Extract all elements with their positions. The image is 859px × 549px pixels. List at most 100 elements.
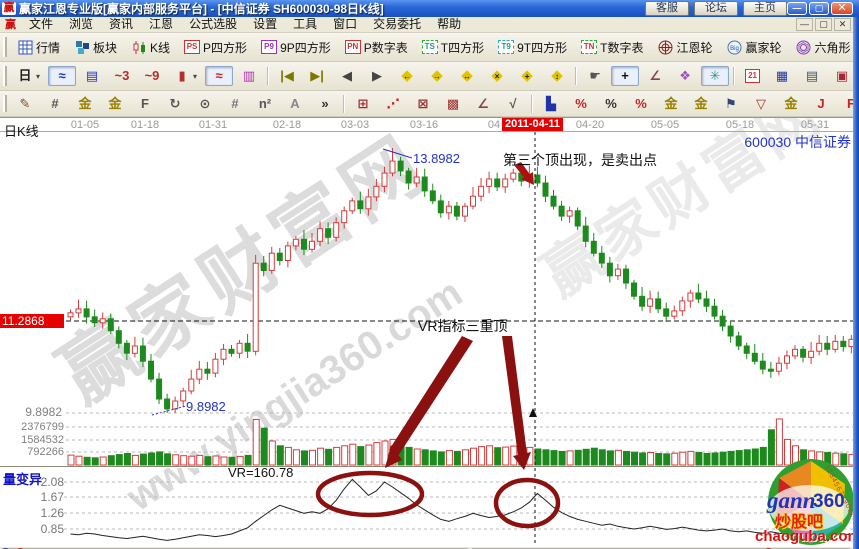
chart-area[interactable]: 赢家财富网 www.yingjia360.com 赢家财富网 日K线 01-05… <box>0 117 859 549</box>
wave-check-icon[interactable]: √ <box>499 94 527 114</box>
last-bar-icon[interactable]: ▶| <box>303 66 331 86</box>
gold-line-icon: 金 <box>694 95 708 111</box>
time-cycle-icon[interactable]: ⊙ <box>191 94 219 114</box>
close-button[interactable]: ✕ <box>831 2 853 15</box>
fan-lines-icon[interactable]: ⋰ <box>379 94 407 114</box>
zigzag-red-icon[interactable]: ≈ <box>205 66 234 86</box>
gold-grid2-icon: 金 <box>108 95 122 111</box>
p9-square-button[interactable]: P9 9P四方形 <box>255 37 337 58</box>
gann-wheel-button[interactable]: 江恩轮 <box>651 37 718 58</box>
a-line-icon[interactable]: A <box>281 94 309 114</box>
crosshair-tool-icon[interactable]: + <box>611 66 640 86</box>
first-bar-icon[interactable]: |◀ <box>273 66 301 86</box>
gold-circle-icon[interactable]: 金 <box>657 94 685 114</box>
wave-9-icon[interactable]: ~9 <box>138 66 166 86</box>
indicator-name-label[interactable]: 量变异 <box>3 472 43 487</box>
f-angle-icon[interactable]: F <box>837 94 859 114</box>
arrow-to-top1 <box>389 336 473 456</box>
flower-tool-icon[interactable]: ❖ <box>671 66 699 86</box>
next-bar-icon[interactable]: ▶ <box>363 66 391 86</box>
menu-item-6[interactable]: 工具 <box>293 17 318 31</box>
vr-tick-label: 0.85 <box>40 522 64 536</box>
j-angle-icon[interactable]: J <box>807 94 835 114</box>
menu-item-2[interactable]: 资讯 <box>109 17 134 31</box>
child-window-icon[interactable]: 赢 <box>5 18 16 31</box>
channel-icon[interactable]: ▽ <box>747 94 775 114</box>
hexagon-button[interactable]: 六角形 <box>790 37 857 58</box>
menu-item-1[interactable]: 浏览 <box>69 17 94 31</box>
menu-item-5[interactable]: 设置 <box>253 17 278 31</box>
vr-tick-label: 1.67 <box>40 490 64 504</box>
trend-angle-icon[interactable]: ∠ <box>469 94 497 114</box>
t-number-button[interactable]: TN T数字表 <box>575 37 649 58</box>
menu-item-3[interactable]: 江恩 <box>149 17 174 31</box>
hand-tool-icon[interactable]: ☛ <box>581 66 609 86</box>
date-tick: 05-31 <box>800 119 830 131</box>
zigzag-blue-icon[interactable]: ≈ <box>48 66 77 86</box>
period-day-dropdown[interactable]: 日 ▾ <box>11 66 46 86</box>
quotes-button-label: 行情 <box>36 40 61 55</box>
kline-icon <box>131 39 147 55</box>
diamond-right-icon[interactable]: ◆ → <box>423 66 451 86</box>
menu-item-8[interactable]: 交易委托 <box>373 17 422 31</box>
menu-item-4[interactable]: 公式选股 <box>189 17 238 31</box>
homepage-button[interactable]: 主页 <box>743 1 787 16</box>
menu-item-7[interactable]: 窗口 <box>333 17 358 31</box>
box-x-icon[interactable]: ⊠ <box>409 94 437 114</box>
winner-wheel-button[interactable]: Big 赢家轮 <box>720 37 787 58</box>
diamond-vswap-icon[interactable]: ◆ ↕ <box>543 66 571 86</box>
row3-overflow[interactable]: » <box>311 94 339 114</box>
sectors-button[interactable]: 板块 <box>68 37 123 58</box>
angle-measure-icon[interactable]: ∠ <box>641 66 669 86</box>
save-icon[interactable]: ▣ <box>828 66 856 86</box>
info-card-icon[interactable]: ▤ <box>78 66 106 86</box>
notepad-icon[interactable]: ▤ <box>798 66 826 86</box>
customer-service-button[interactable]: 客服 <box>645 1 689 16</box>
diamond-left-icon[interactable]: ◆ ← <box>393 66 421 86</box>
menu-item-9[interactable]: 帮助 <box>437 17 462 31</box>
p-number-button[interactable]: PN P数字表 <box>339 37 414 58</box>
percent-icon[interactable]: % <box>597 94 625 114</box>
draw-pencil-icon[interactable]: ✎ <box>11 94 39 114</box>
percent-zone-icon[interactable]: % <box>567 94 595 114</box>
dropdown-caret-icon: ▾ <box>193 71 198 81</box>
histogram-icon[interactable]: ▥ <box>235 66 263 86</box>
brain-tool-icon[interactable]: ✳ <box>701 66 730 86</box>
child-minimize-button[interactable]: — <box>796 18 813 31</box>
dense-grid-icon[interactable]: ▩ <box>439 94 467 114</box>
kline-button[interactable]: K线 <box>125 37 176 58</box>
diamond-hswap-icon[interactable]: ◆ ↔ <box>453 66 481 86</box>
volume-profile-icon: ▙ <box>546 95 556 111</box>
calculator-icon[interactable]: ▦ <box>768 66 796 86</box>
t9-square-button[interactable]: T9 9T四方形 <box>492 37 573 58</box>
gold-grid2-icon[interactable]: 金 <box>101 94 129 114</box>
candle-style-dropdown[interactable]: ▮ ▾ <box>168 66 203 86</box>
gold-box-icon[interactable]: 金 <box>777 94 805 114</box>
calendar-icon[interactable]: 21 <box>739 67 766 85</box>
fib-grid-icon[interactable]: F <box>131 94 159 114</box>
forum-button[interactable]: 论坛 <box>694 1 738 16</box>
volume-profile-icon[interactable]: ▙ <box>537 94 565 114</box>
flag-tool-icon[interactable]: ⚑ <box>717 94 745 114</box>
child-restore-button[interactable]: ▢ <box>815 18 832 31</box>
gold-circle-icon: 金 <box>664 95 678 111</box>
grid-lines-icon[interactable]: # <box>221 94 249 114</box>
wave-3-icon[interactable]: ~3 <box>108 66 136 86</box>
diamond-plus-icon[interactable]: ◆ + <box>513 66 541 86</box>
prev-bar-icon[interactable]: ◀ <box>333 66 361 86</box>
menu-item-0[interactable]: 文件 <box>29 17 54 31</box>
t-square-button[interactable]: TS T四方形 <box>416 37 490 58</box>
gold-grid-icon[interactable]: 金 <box>71 94 99 114</box>
n-square-icon[interactable]: n² <box>251 94 279 114</box>
gold-line-icon[interactable]: 金 <box>687 94 715 114</box>
spiral-icon[interactable]: ↻ <box>161 94 189 114</box>
percent-line-icon[interactable]: % <box>627 94 655 114</box>
quotes-button[interactable]: 行情 <box>11 37 66 58</box>
maximize-button[interactable]: ▢ <box>809 2 829 15</box>
gann-fence-icon[interactable]: # <box>41 94 69 114</box>
diamond-cross-icon[interactable]: ◆ × <box>483 66 511 86</box>
child-close-button[interactable]: ✕ <box>834 18 851 31</box>
price-grid-icon[interactable]: ⊞ <box>349 94 377 114</box>
p-square-button[interactable]: PS P四方形 <box>178 37 253 58</box>
minimize-button[interactable]: — <box>787 2 807 15</box>
